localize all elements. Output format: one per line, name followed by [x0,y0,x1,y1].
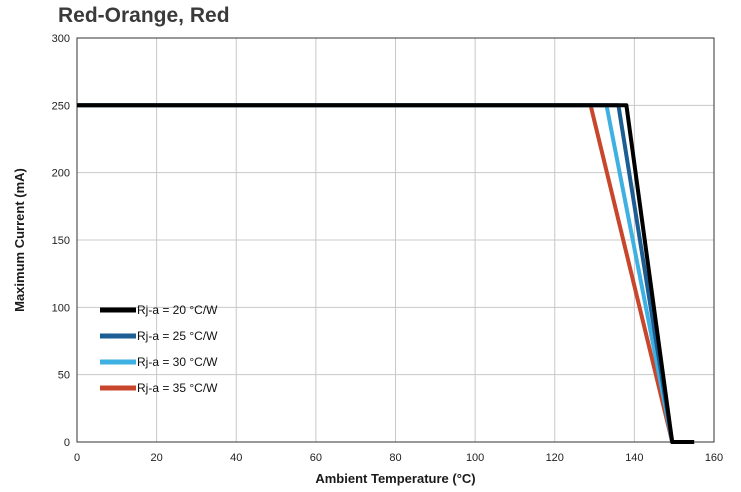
legend-entry: Rj-a = 25 °C/W [137,329,218,343]
y-tick-label: 200 [52,168,70,180]
x-tick-label: 120 [546,452,564,464]
x-tick-label: 20 [151,452,163,464]
y-tick-label: 100 [52,302,70,314]
y-axis-label: Maximum Current (mA) [12,168,27,312]
series-line [77,103,695,444]
y-tick-label: 150 [52,235,70,247]
y-tick-label: 0 [64,437,70,449]
legend-entry: Rj-a = 30 °C/W [137,355,218,369]
x-tick-label: 60 [310,452,322,464]
x-tick-label: 100 [466,452,484,464]
x-axis-label: Ambient Temperature (°C) [315,471,475,486]
legend: Rj-a = 20 °C/W Rj-a = 25 °C/W Rj-a = 30 °C… [100,303,218,395]
tick-labels: 0 20 40 60 80 100 120 140 160 0 50 100 150 200 250 300 [52,33,724,464]
x-tick-label: 0 [74,452,80,464]
plot-frame [76,37,715,443]
y-tick-label: 250 [52,100,70,112]
x-tick-label: 160 [705,452,723,464]
x-tick-label: 140 [625,452,643,464]
chart-title: Red-Orange, Red [58,4,230,27]
y-tick-label: 50 [58,370,70,382]
x-tick-label: 80 [389,452,401,464]
y-tick-label: 300 [52,33,70,45]
series-lines [77,103,695,444]
legend-entry: Rj-a = 35 °C/W [137,381,218,395]
x-tick-label: 40 [230,452,242,464]
legend-entry: Rj-a = 20 °C/W [137,303,218,317]
